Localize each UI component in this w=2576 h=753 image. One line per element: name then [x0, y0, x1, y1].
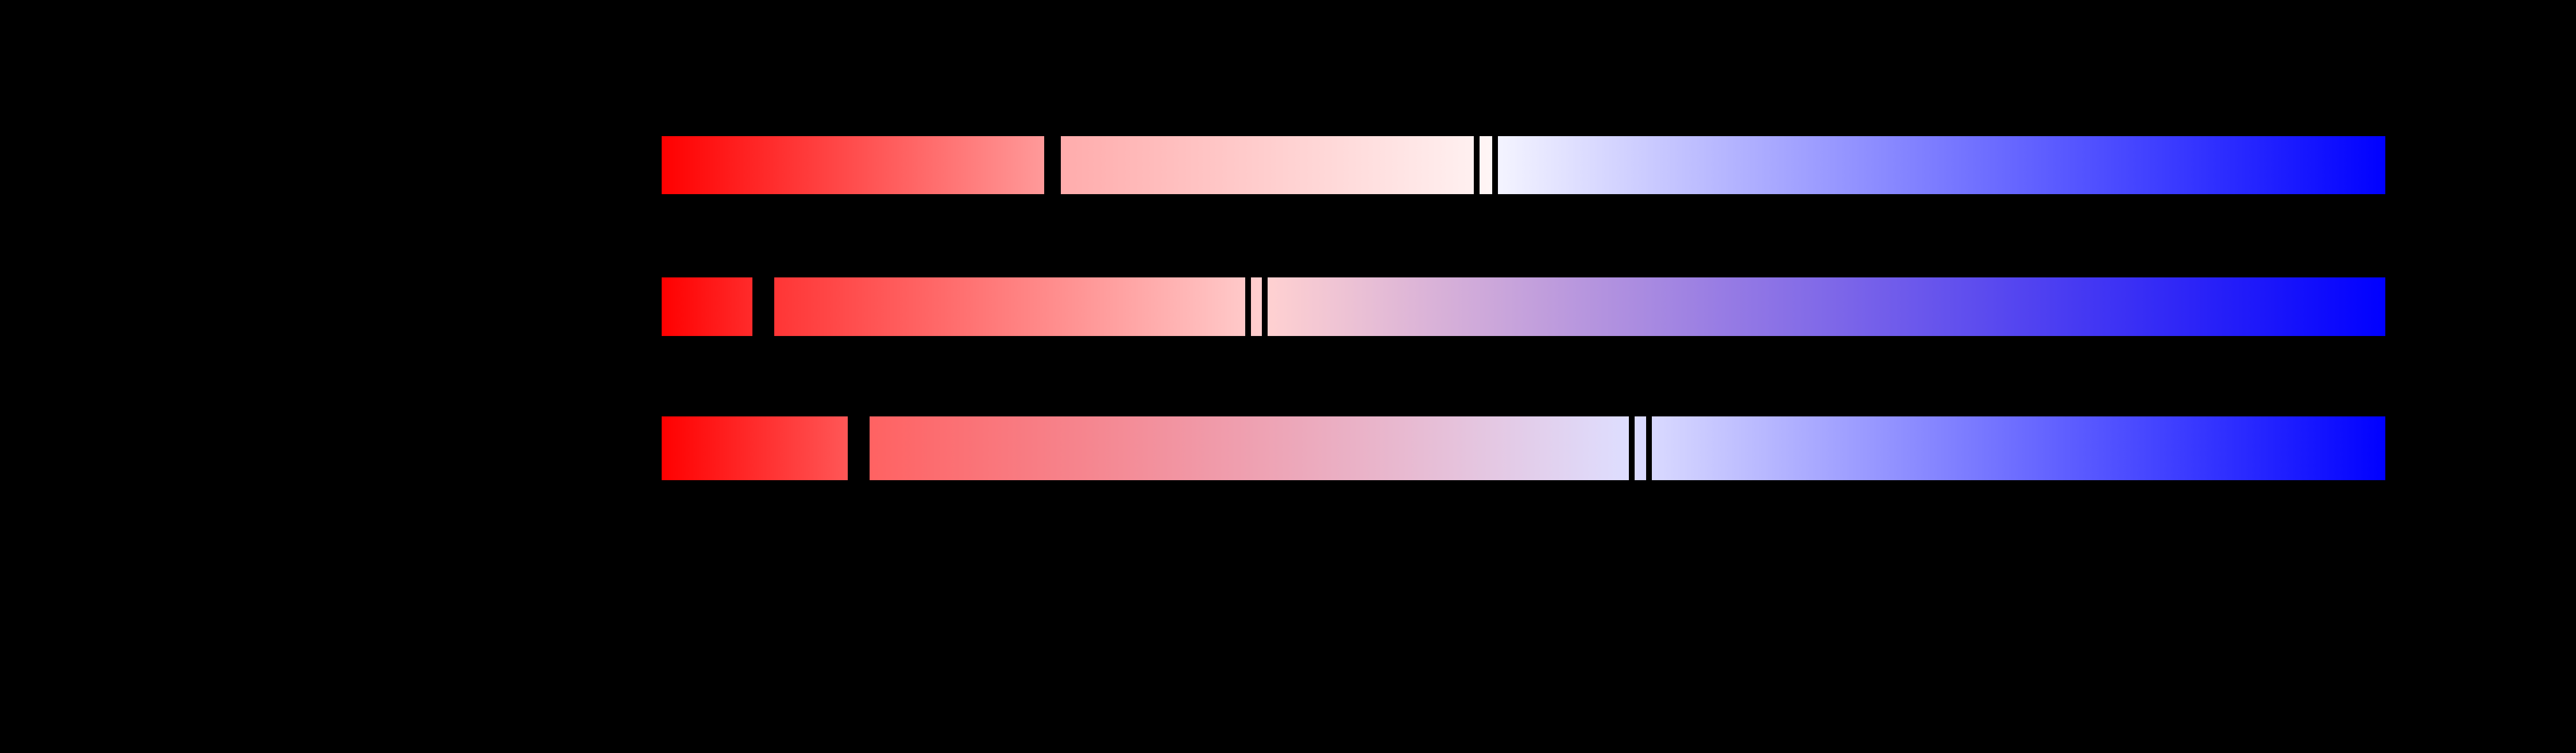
colorbar-segment[interactable]: [1498, 136, 2385, 194]
colorbar-segment[interactable]: [1480, 136, 1492, 194]
colorbar-segment[interactable]: [1652, 416, 2385, 480]
colorbar-row-3: [0, 416, 2576, 480]
colorbar-segment[interactable]: [662, 277, 752, 336]
colorbar-row-1: [0, 136, 2576, 194]
colorbar-segment[interactable]: [774, 277, 1245, 336]
colorbar-segment[interactable]: [662, 136, 1044, 194]
colorbar-segment[interactable]: [1268, 277, 2385, 336]
colorbar-segment[interactable]: [1251, 277, 1262, 336]
colorbar-segment[interactable]: [1635, 416, 1646, 480]
colorbar-segment[interactable]: [870, 416, 1629, 480]
colorbar-segment[interactable]: [662, 416, 848, 480]
colorbar-segment[interactable]: [1061, 136, 1474, 194]
colorbar-row-2: [0, 277, 2576, 336]
